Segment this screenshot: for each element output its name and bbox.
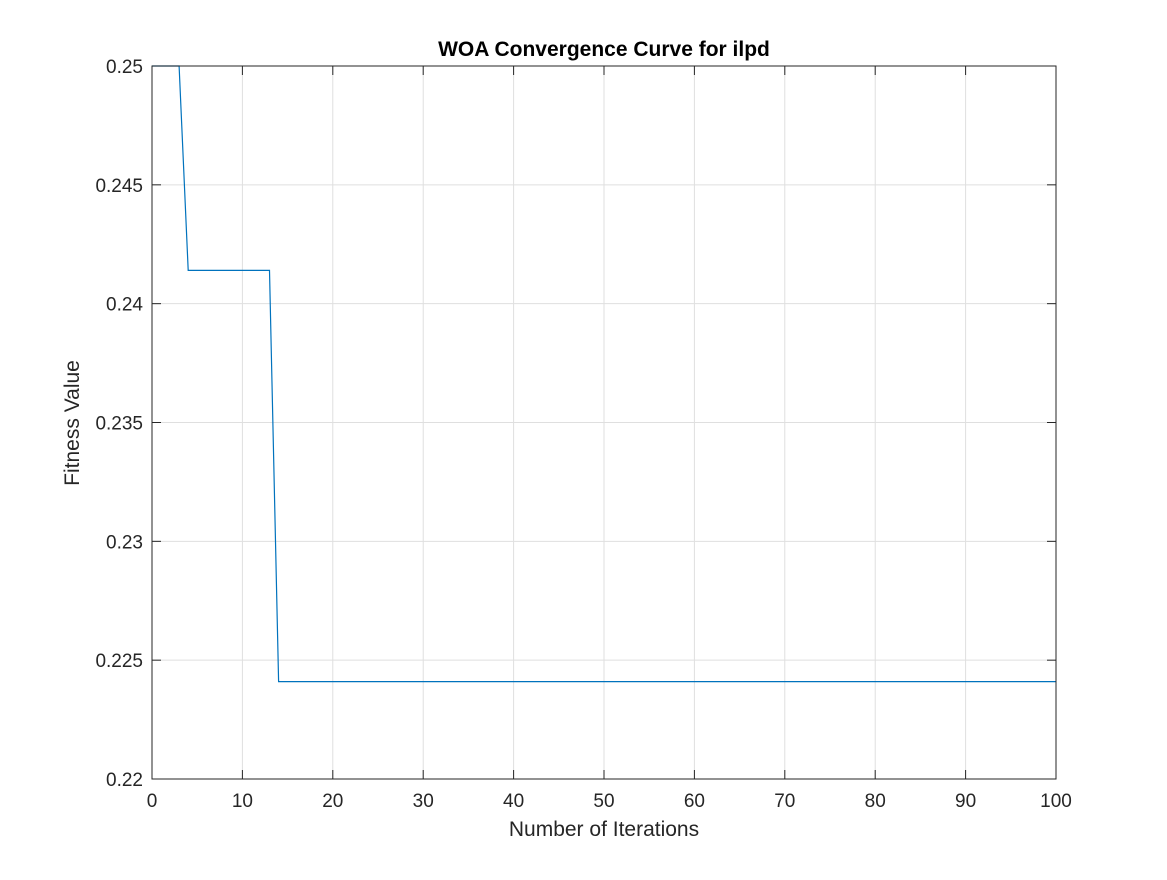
y-tick-label: 0.23 <box>106 532 143 553</box>
grid-lines <box>152 66 1056 779</box>
y-tick-label: 0.245 <box>95 176 143 197</box>
x-tick-label: 20 <box>322 791 343 812</box>
x-tick-label: 70 <box>774 791 795 812</box>
x-tick-label: 10 <box>232 791 253 812</box>
x-tick-label: 50 <box>593 791 614 812</box>
chart-title: WOA Convergence Curve for ilpd <box>438 38 770 61</box>
x-tick-labels: 0 10 20 30 40 50 60 70 80 90 100 <box>147 791 1072 812</box>
y-tick-label: 0.22 <box>106 770 143 791</box>
x-tick-label: 40 <box>503 791 524 812</box>
x-tick-label: 90 <box>955 791 976 812</box>
x-axis-label: Number of Iterations <box>509 818 699 841</box>
y-tick-label: 0.225 <box>95 651 143 672</box>
tick-marks <box>151 65 1057 780</box>
y-tick-label: 0.235 <box>95 414 143 435</box>
y-axis-label: Fitness Value <box>61 360 84 486</box>
x-tick-label: 80 <box>865 791 886 812</box>
x-tick-label: 60 <box>684 791 705 812</box>
x-tick-label: 30 <box>413 791 434 812</box>
y-tick-labels: 0.22 0.225 0.23 0.235 0.24 0.245 0.25 <box>95 57 143 791</box>
x-tick-label: 0 <box>147 791 158 812</box>
x-tick-label: 100 <box>1040 791 1072 812</box>
y-tick-label: 0.25 <box>106 57 143 78</box>
y-tick-label: 0.24 <box>106 295 143 316</box>
